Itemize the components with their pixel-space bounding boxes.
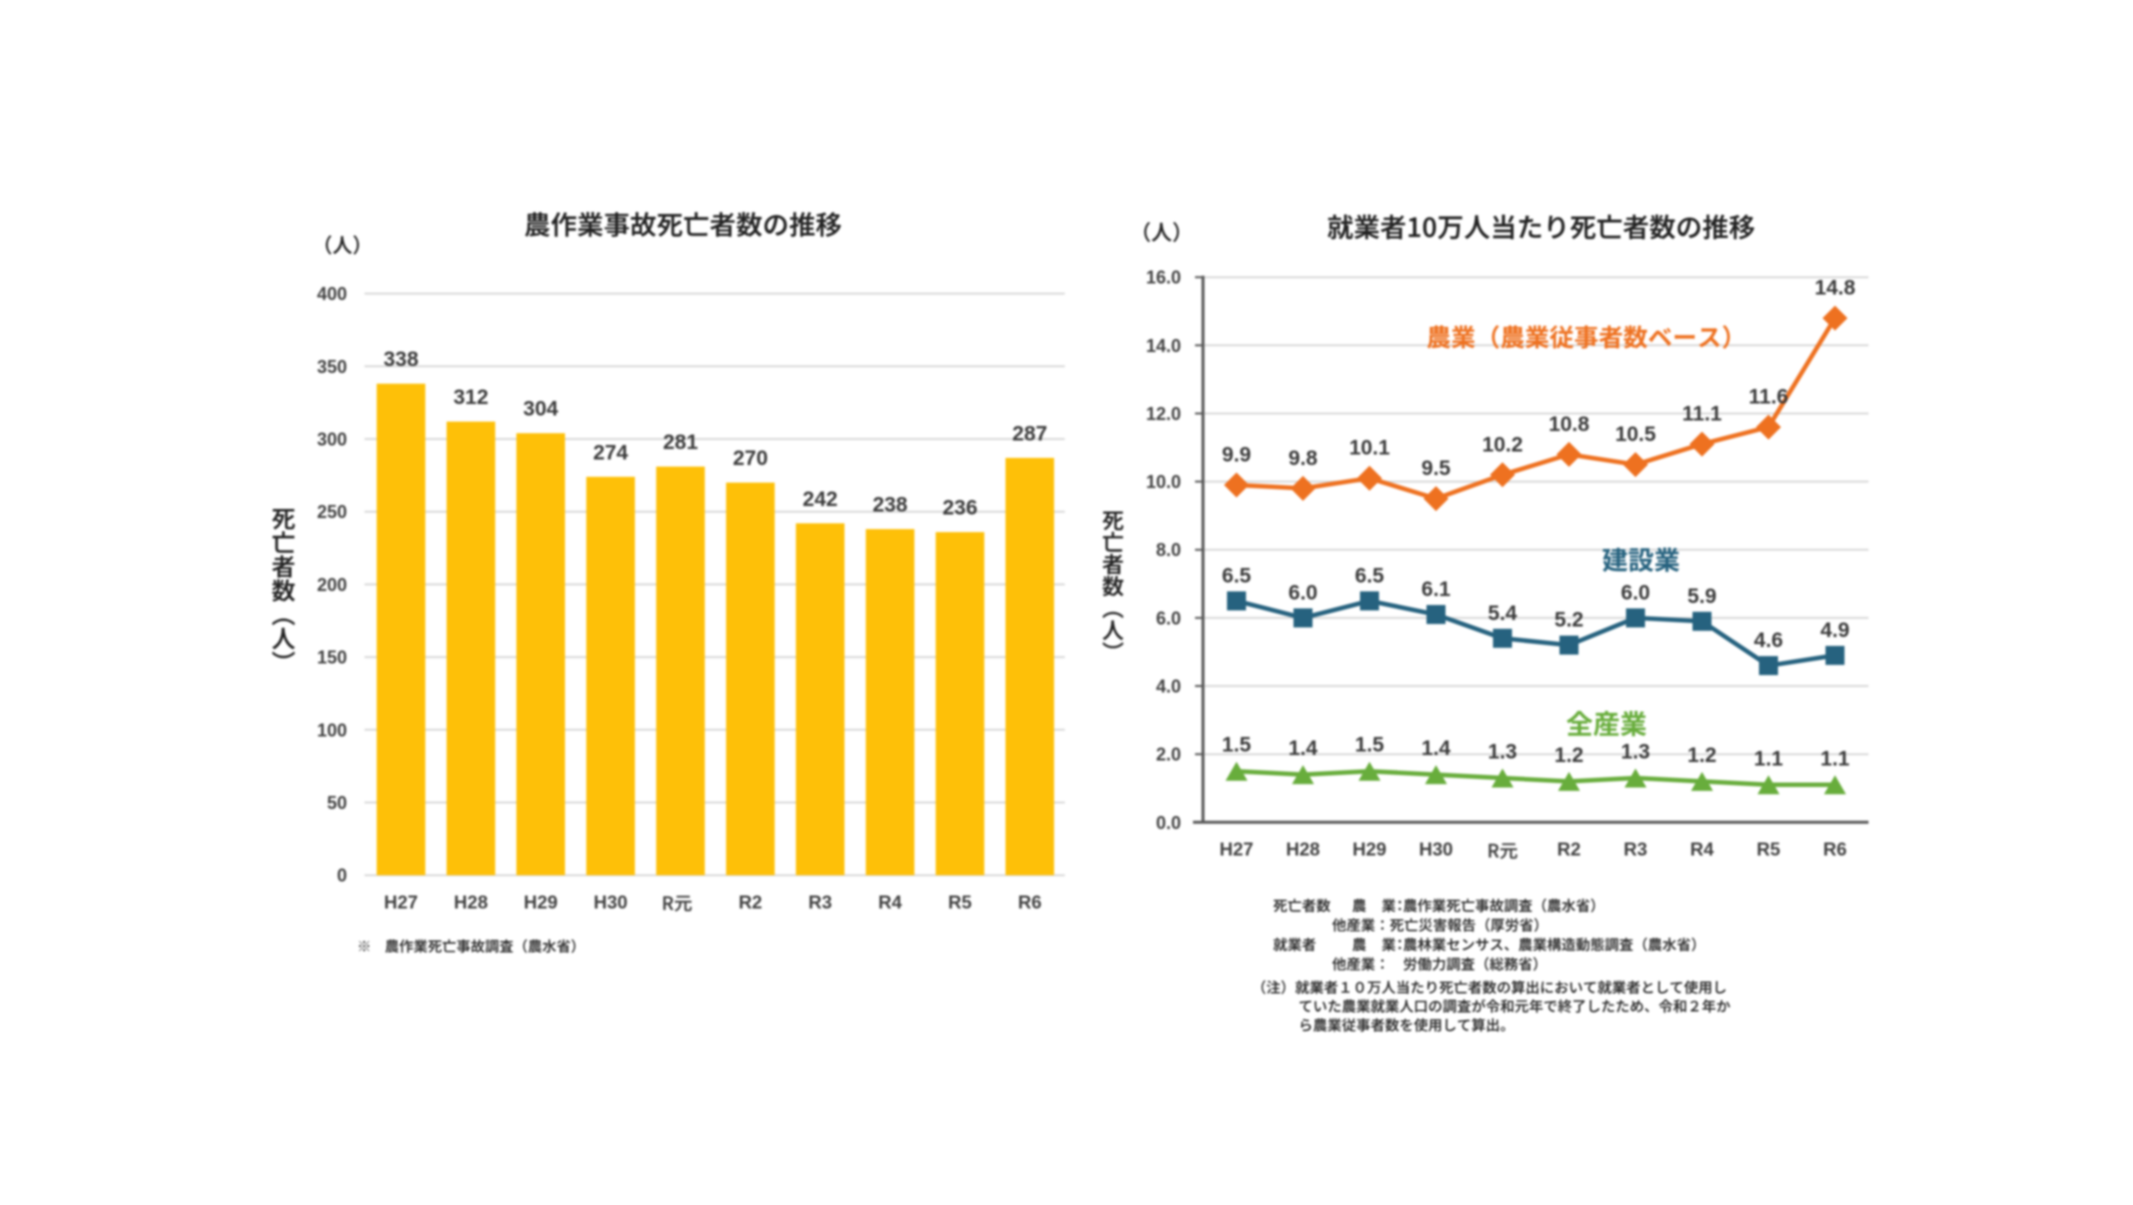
svg-text:H30: H30 — [1419, 839, 1453, 860]
svg-text:1.4: 1.4 — [1288, 737, 1318, 760]
svg-text:R5: R5 — [1757, 839, 1781, 860]
svg-text:16.0: 16.0 — [1146, 268, 1181, 288]
svg-text:304: 304 — [523, 398, 558, 421]
svg-text:400: 400 — [317, 284, 347, 304]
svg-text:338: 338 — [383, 348, 418, 371]
svg-text:5.2: 5.2 — [1554, 609, 1583, 632]
svg-text:6.5: 6.5 — [1222, 564, 1252, 587]
svg-text:1.3: 1.3 — [1621, 741, 1650, 764]
svg-text:10.5: 10.5 — [1615, 423, 1656, 446]
svg-text:R2: R2 — [739, 892, 763, 913]
svg-text:312: 312 — [453, 386, 488, 409]
svg-text:200: 200 — [317, 575, 347, 595]
svg-text:1.2: 1.2 — [1687, 744, 1716, 767]
svg-text:236: 236 — [942, 497, 977, 520]
svg-text:1.5: 1.5 — [1355, 734, 1385, 757]
svg-text:6.1: 6.1 — [1421, 578, 1451, 601]
svg-text:11.6: 11.6 — [1749, 386, 1789, 409]
svg-text:281: 281 — [663, 431, 698, 454]
svg-text:H29: H29 — [1353, 839, 1387, 860]
svg-text:150: 150 — [317, 648, 347, 668]
svg-text:9.9: 9.9 — [1222, 444, 1251, 467]
svg-text:1.4: 1.4 — [1421, 737, 1451, 760]
svg-text:R2: R2 — [1557, 839, 1581, 860]
svg-text:14.0: 14.0 — [1146, 336, 1181, 356]
svg-text:H27: H27 — [1220, 839, 1254, 860]
svg-text:242: 242 — [803, 488, 838, 511]
svg-text:4.0: 4.0 — [1156, 677, 1181, 697]
svg-text:4.9: 4.9 — [1820, 619, 1849, 642]
svg-text:1.2: 1.2 — [1554, 744, 1583, 767]
svg-text:1.1: 1.1 — [1754, 747, 1784, 770]
svg-text:274: 274 — [593, 441, 628, 464]
svg-text:1.1: 1.1 — [1820, 747, 1850, 770]
svg-text:10.1: 10.1 — [1349, 437, 1390, 460]
svg-text:R3: R3 — [1624, 839, 1648, 860]
svg-text:8.0: 8.0 — [1156, 540, 1181, 560]
svg-text:6.0: 6.0 — [1156, 608, 1181, 628]
svg-text:100: 100 — [317, 720, 347, 740]
svg-text:1.5: 1.5 — [1222, 734, 1252, 757]
svg-text:10.8: 10.8 — [1549, 413, 1590, 436]
svg-text:5.9: 5.9 — [1687, 585, 1716, 608]
svg-text:270: 270 — [733, 447, 768, 470]
svg-text:300: 300 — [317, 430, 347, 450]
svg-text:1.3: 1.3 — [1488, 741, 1517, 764]
svg-text:5.4: 5.4 — [1488, 602, 1518, 625]
svg-text:10.2: 10.2 — [1482, 433, 1523, 456]
svg-text:238: 238 — [873, 494, 908, 517]
svg-text:287: 287 — [1012, 422, 1047, 445]
svg-text:0: 0 — [337, 866, 347, 886]
svg-text:0.0: 0.0 — [1156, 813, 1181, 833]
svg-text:R4: R4 — [878, 892, 902, 913]
svg-text:14.8: 14.8 — [1815, 277, 1856, 300]
svg-text:6.0: 6.0 — [1288, 581, 1317, 604]
svg-text:H27: H27 — [384, 892, 418, 913]
svg-text:350: 350 — [317, 357, 347, 377]
svg-text:H28: H28 — [1286, 839, 1320, 860]
svg-text:R6: R6 — [1823, 839, 1847, 860]
svg-text:9.8: 9.8 — [1288, 447, 1318, 470]
svg-text:R6: R6 — [1018, 892, 1042, 913]
svg-text:6.0: 6.0 — [1621, 581, 1650, 604]
svg-text:50: 50 — [327, 793, 347, 813]
svg-text:4.6: 4.6 — [1754, 629, 1783, 652]
svg-text:250: 250 — [317, 502, 347, 522]
svg-text:R4: R4 — [1690, 839, 1714, 860]
svg-text:6.5: 6.5 — [1355, 564, 1385, 587]
svg-text:2.0: 2.0 — [1156, 745, 1181, 765]
svg-text:H28: H28 — [454, 892, 488, 913]
svg-text:11.1: 11.1 — [1682, 403, 1722, 426]
svg-text:12.0: 12.0 — [1146, 404, 1181, 424]
svg-text:9.5: 9.5 — [1421, 457, 1451, 480]
svg-text:10.0: 10.0 — [1146, 472, 1181, 492]
svg-text:H30: H30 — [594, 892, 628, 913]
svg-text:H29: H29 — [524, 892, 558, 913]
svg-text:R3: R3 — [808, 892, 832, 913]
svg-text:R5: R5 — [948, 892, 972, 913]
